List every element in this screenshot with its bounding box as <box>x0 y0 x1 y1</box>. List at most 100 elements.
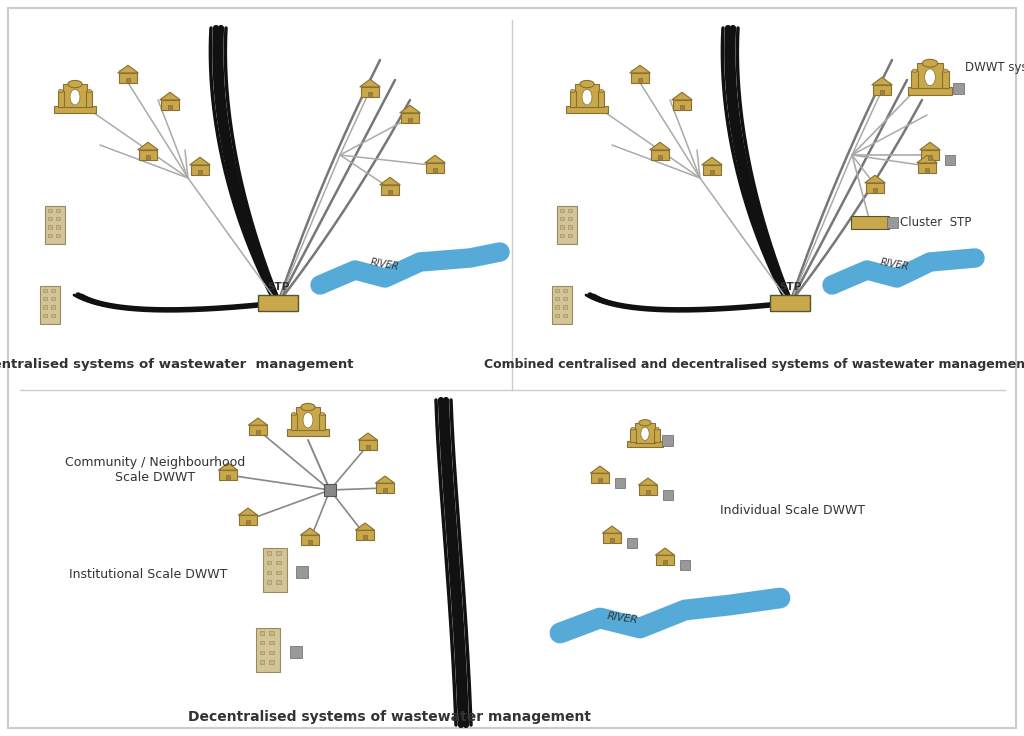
Bar <box>276 580 281 584</box>
Bar <box>57 91 63 107</box>
Ellipse shape <box>655 428 659 430</box>
Bar <box>266 570 271 574</box>
Bar <box>673 100 691 110</box>
Polygon shape <box>916 155 937 163</box>
Bar <box>381 185 399 195</box>
Polygon shape <box>358 433 378 440</box>
Bar <box>301 535 318 545</box>
Bar <box>190 165 209 175</box>
Bar <box>43 297 47 300</box>
Bar <box>249 425 267 435</box>
Bar <box>356 530 374 539</box>
Polygon shape <box>248 418 267 425</box>
Ellipse shape <box>292 413 296 416</box>
Bar <box>560 217 564 220</box>
Bar <box>259 651 264 654</box>
Polygon shape <box>300 528 319 535</box>
Ellipse shape <box>303 412 313 428</box>
Bar <box>48 209 52 212</box>
Bar <box>246 520 250 525</box>
Bar <box>925 169 929 173</box>
Ellipse shape <box>58 90 63 93</box>
Bar <box>276 570 281 574</box>
Bar <box>555 314 559 316</box>
Bar <box>226 475 230 480</box>
Bar <box>43 305 47 308</box>
Bar <box>563 305 567 308</box>
Bar <box>702 165 721 175</box>
Polygon shape <box>118 66 138 73</box>
Polygon shape <box>239 508 258 515</box>
Text: STP: STP <box>267 282 289 292</box>
Polygon shape <box>864 175 886 183</box>
Bar <box>259 631 264 634</box>
Text: Community / Neighbourhood
Scale DWWT: Community / Neighbourhood Scale DWWT <box>65 456 245 484</box>
Bar <box>291 414 297 430</box>
Bar <box>376 484 394 493</box>
Bar <box>921 150 939 160</box>
Bar <box>56 209 60 212</box>
Bar <box>168 105 172 110</box>
Bar <box>635 422 655 442</box>
Bar <box>568 225 572 229</box>
Polygon shape <box>376 476 394 484</box>
Bar <box>710 171 714 175</box>
Bar <box>555 297 559 300</box>
Bar <box>598 478 602 483</box>
Bar <box>51 289 55 292</box>
Bar <box>656 555 674 565</box>
Bar <box>630 428 636 442</box>
Ellipse shape <box>301 403 315 411</box>
Polygon shape <box>218 463 238 470</box>
Bar <box>266 551 271 555</box>
Polygon shape <box>359 79 380 87</box>
Bar <box>266 561 271 565</box>
Bar <box>308 540 312 545</box>
Bar <box>408 118 412 123</box>
Ellipse shape <box>925 69 935 85</box>
Bar <box>360 87 379 97</box>
Polygon shape <box>672 92 692 100</box>
Ellipse shape <box>580 80 594 88</box>
Bar <box>324 484 336 496</box>
Text: RIVER: RIVER <box>880 258 910 272</box>
Bar <box>555 289 559 292</box>
Bar <box>119 73 137 83</box>
Ellipse shape <box>943 69 948 72</box>
Bar <box>259 660 264 664</box>
Polygon shape <box>380 177 400 185</box>
Bar <box>865 183 885 193</box>
Text: Decentralised systems of wastewater management: Decentralised systems of wastewater mana… <box>188 710 592 724</box>
Polygon shape <box>602 526 622 533</box>
Bar <box>563 314 567 316</box>
Ellipse shape <box>912 69 918 72</box>
Bar <box>646 490 650 495</box>
Bar <box>319 414 326 430</box>
Ellipse shape <box>70 89 80 105</box>
Polygon shape <box>399 105 420 113</box>
Bar <box>942 71 949 88</box>
Text: Centralised systems of wastewater  management: Centralised systems of wastewater manage… <box>0 358 353 371</box>
Bar <box>680 560 690 570</box>
Bar <box>266 580 271 584</box>
Bar <box>296 566 308 578</box>
Ellipse shape <box>68 80 82 88</box>
Bar <box>63 84 87 107</box>
Text: Individual Scale DWWT: Individual Scale DWWT <box>720 503 865 517</box>
Bar <box>568 217 572 220</box>
Text: RIVER: RIVER <box>607 611 639 625</box>
Bar <box>552 286 571 324</box>
Bar <box>639 485 656 495</box>
Bar <box>566 106 608 113</box>
Bar <box>263 548 287 592</box>
Bar <box>51 314 55 316</box>
Bar <box>86 91 92 107</box>
Ellipse shape <box>570 90 575 93</box>
Polygon shape <box>701 158 722 165</box>
Text: RIVER: RIVER <box>370 258 400 272</box>
Bar <box>569 91 575 107</box>
Bar <box>952 82 964 93</box>
Bar <box>383 489 387 493</box>
Bar <box>918 63 943 88</box>
Bar <box>928 155 932 160</box>
